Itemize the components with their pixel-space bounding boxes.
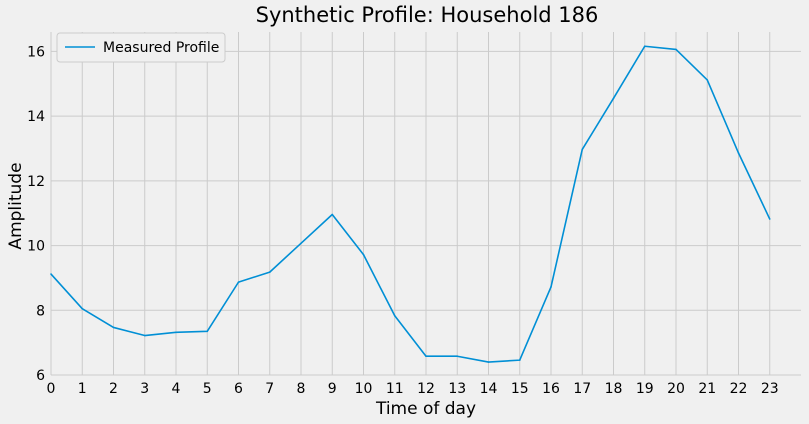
data-point (706, 79, 709, 81)
y-tick-label: 16 (27, 44, 45, 60)
x-tick-label: 22 (730, 381, 748, 397)
data-point (206, 330, 209, 333)
x-tick-label: 19 (636, 381, 654, 397)
x-tick-label: 23 (761, 381, 779, 397)
x-tick-label: 4 (172, 381, 181, 397)
data-point (425, 355, 427, 358)
x-tick-label: 1 (78, 381, 87, 397)
data-point (581, 148, 584, 151)
x-tick-label: 9 (328, 381, 337, 397)
data-point (768, 218, 771, 220)
data-point (612, 97, 615, 100)
data-point (518, 359, 521, 361)
x-axis-label: Time of day (375, 399, 476, 419)
data-point (550, 286, 552, 288)
x-tick-label: 8 (297, 381, 306, 397)
y-axis-label: Amplitude (6, 162, 26, 249)
x-tick-label: 15 (511, 381, 529, 397)
legend: Measured Profile (56, 32, 226, 63)
legend-box (56, 32, 226, 63)
data-point (675, 48, 677, 51)
legend-label-measured-profile: Measured Profile (103, 40, 219, 56)
data-point (175, 331, 177, 334)
y-tick-label: 6 (36, 368, 45, 384)
data-point (487, 361, 490, 363)
data-point (81, 307, 84, 310)
y-tick-label: 14 (27, 109, 45, 125)
x-tick-label: 10 (355, 381, 373, 397)
data-point (362, 253, 365, 256)
chart-title: Synthetic Profile: Household 186 (256, 3, 599, 27)
x-tick-label: 17 (573, 381, 591, 397)
x-tick-label: 21 (698, 381, 716, 397)
x-tick-label: 11 (386, 381, 404, 397)
x-tick-label: 3 (140, 381, 149, 397)
y-tick-label: 10 (27, 239, 45, 255)
series-lines (50, 45, 771, 363)
data-point (300, 242, 302, 245)
x-tick-label: 5 (203, 381, 212, 397)
data-point (112, 326, 115, 329)
x-tick-label: 7 (265, 381, 274, 397)
x-tick-label: 14 (480, 381, 498, 397)
data-point (237, 281, 240, 283)
data-point (50, 273, 52, 275)
x-tick-label: 20 (667, 381, 685, 397)
data-point (456, 355, 459, 358)
data-point (268, 271, 271, 273)
data-point (643, 45, 646, 48)
y-tick-label: 8 (36, 303, 45, 319)
x-tick-labels: 0 1 2 3 4 5 6 7 8 9 10 11 12 13 14 15 16 17 18 19 20 21 22 23 (47, 381, 779, 397)
series-line-measured-profile (50, 45, 771, 363)
data-point (143, 334, 146, 337)
x-tick-label: 6 (234, 381, 243, 397)
grid-lines (50, 32, 801, 376)
x-tick-label: 12 (417, 381, 435, 397)
x-tick-label: 13 (448, 381, 466, 397)
x-tick-label: 18 (605, 381, 623, 397)
x-tick-label: 0 (47, 381, 56, 397)
y-tick-label: 12 (27, 174, 45, 190)
data-point (393, 314, 396, 317)
x-tick-label: 2 (109, 381, 118, 397)
y-tick-labels: 6 8 10 12 14 16 (27, 44, 45, 384)
x-tick-label: 16 (542, 381, 560, 397)
data-point (331, 213, 334, 216)
data-point (737, 152, 740, 154)
